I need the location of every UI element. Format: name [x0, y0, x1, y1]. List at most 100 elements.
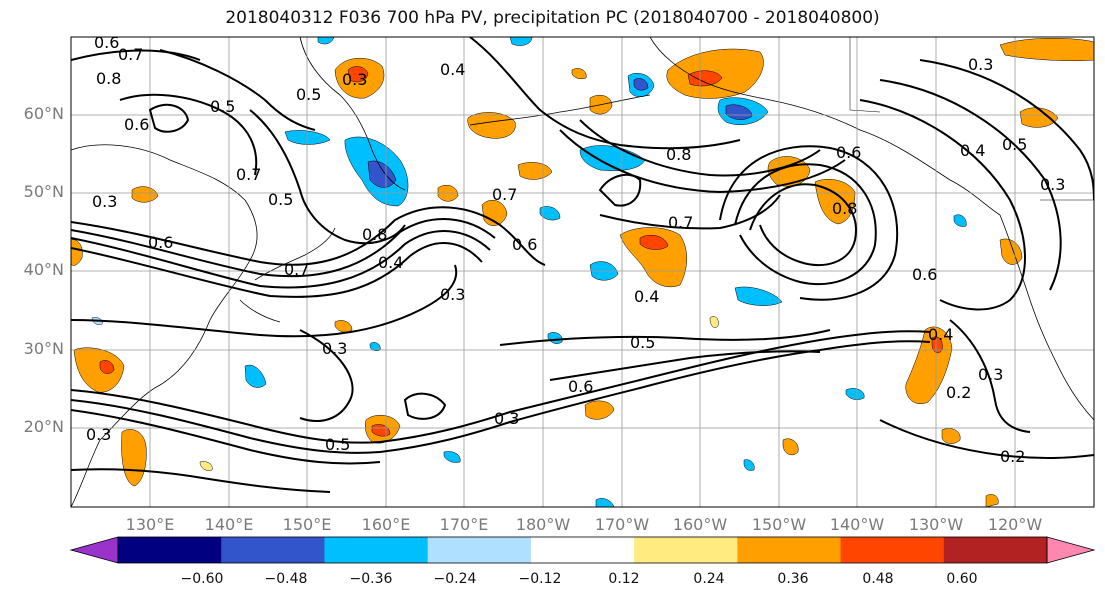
precip-patch: [814, 179, 856, 225]
pv-contour: [879, 79, 1062, 291]
contour-label: 0.3: [968, 55, 993, 74]
colorbar-extend-low: [69, 536, 119, 564]
pv-contour: [599, 194, 781, 230]
precip-patch: [443, 451, 461, 463]
precip-patch: [845, 388, 865, 400]
colorbar-box: [840, 537, 945, 563]
precip-patch: [99, 360, 115, 374]
lon-label: 130°E: [125, 515, 175, 534]
contour-label: 0.7: [284, 260, 309, 279]
contour-label: 0.6: [148, 233, 173, 252]
pv-contour: [579, 119, 821, 177]
colorbar-outline: [117, 536, 1048, 564]
contour-label: 0.4: [634, 287, 659, 306]
contour-label: 0.6: [912, 265, 937, 284]
pv-contour: [159, 49, 316, 131]
pv-contour: [749, 183, 857, 266]
lat-label: 60°N: [23, 104, 64, 123]
map-frame: [70, 36, 1095, 508]
contour-label: 0.3: [494, 409, 519, 428]
lon-label: 170°E: [439, 515, 489, 534]
colorbar-tick-label: −0.36: [349, 571, 393, 587]
pv-contour: [559, 129, 846, 194]
contour-label: 0.5: [630, 333, 655, 352]
precip-patch: [782, 438, 799, 456]
precip-patch: [941, 428, 961, 444]
precip-patch: [284, 130, 331, 145]
contour-label: 0.7: [492, 185, 517, 204]
contour-label: 0.3: [440, 285, 465, 304]
contour-labels: 0.6 0.7 0.8 0.6 0.5 0.7 0.5 0.3 0.8 0.7 …: [86, 33, 1065, 466]
precip-patch: [734, 286, 783, 306]
contour-label: 0.4: [378, 253, 403, 272]
colorbar-box: [221, 537, 325, 563]
precip-patch: [999, 38, 1094, 61]
colorbar-tick-label: −0.12: [518, 571, 562, 587]
pv-contour: [734, 163, 877, 286]
contour-label: 0.7: [668, 213, 693, 232]
lon-label: 180°W: [515, 515, 571, 534]
pv-contour: [949, 319, 1031, 433]
colorbar-tick-label: −0.24: [433, 571, 477, 587]
precip-patch: [467, 112, 516, 139]
contour-label: 0.7: [118, 45, 143, 64]
precip-patch: [985, 494, 999, 507]
na-west-coastline: [999, 214, 1094, 421]
lon-label: 170°W: [594, 515, 650, 534]
lon-label: 140°W: [829, 515, 885, 534]
lon-label: 140°E: [204, 515, 254, 534]
aleutians: [469, 94, 651, 126]
precip-patch: [367, 160, 397, 188]
contour-label: 0.2: [1000, 447, 1025, 466]
contour-label: 0.3: [342, 70, 367, 89]
lat-label: 20°N: [23, 417, 64, 436]
precip-patch: [1019, 107, 1059, 128]
pv-contour: [71, 242, 483, 298]
contour-label: 0.7: [236, 165, 261, 184]
contour-label: 0.8: [362, 225, 387, 244]
precip-patch: [371, 424, 391, 437]
pv-contour: [148, 103, 190, 133]
precip-patch: [633, 78, 649, 91]
contour-label: 0.3: [86, 425, 111, 444]
colorbar-tick-label: −0.60: [180, 571, 224, 587]
precip-patch: [71, 239, 83, 266]
contour-label: 0.4: [928, 325, 953, 344]
contour-label: 0.5: [210, 97, 235, 116]
pv-contour: [71, 468, 331, 493]
pv-contour: [71, 230, 491, 289]
contour-label: 0.3: [322, 339, 347, 358]
contour-label: 0.6: [568, 377, 593, 396]
pv-contour: [919, 59, 1094, 201]
contour-label: 0.6: [94, 33, 119, 52]
contour-label: 0.5: [325, 435, 350, 454]
kamchatka-coastline: [299, 37, 406, 191]
contour-label: 0.5: [1002, 135, 1027, 154]
colorbar: [69, 536, 1096, 564]
pv-contour: [71, 264, 458, 338]
precip-patch: [579, 145, 646, 171]
colorbar-box: [737, 537, 842, 563]
precip-patch: [121, 429, 147, 487]
pv-contour: [549, 350, 821, 381]
contour-label: 0.6: [836, 143, 861, 162]
contour-label: 0.5: [268, 190, 293, 209]
pv-contour: [71, 49, 201, 61]
lat-label: 50°N: [23, 182, 64, 201]
precip-patch: [709, 316, 719, 328]
colorbar-box: [324, 537, 429, 563]
pv-contour: [719, 145, 899, 301]
pv-contour: [469, 37, 741, 150]
precip-patch: [517, 162, 553, 180]
colorbar-box: [118, 537, 222, 563]
pv-contour: [119, 93, 258, 176]
colorbar-tick-label: −0.48: [264, 571, 308, 587]
contour-label: 0.6: [124, 115, 149, 134]
alaska-coastline: [649, 37, 1001, 216]
pv-contour: [249, 109, 406, 245]
colorbar-box: [530, 537, 635, 563]
precip-patch: [131, 186, 159, 203]
precip-patch: [334, 320, 353, 333]
lon-label: 130°W: [908, 515, 964, 534]
pv-contour: [299, 329, 354, 422]
